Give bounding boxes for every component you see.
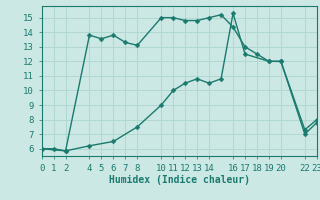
- X-axis label: Humidex (Indice chaleur): Humidex (Indice chaleur): [109, 175, 250, 185]
